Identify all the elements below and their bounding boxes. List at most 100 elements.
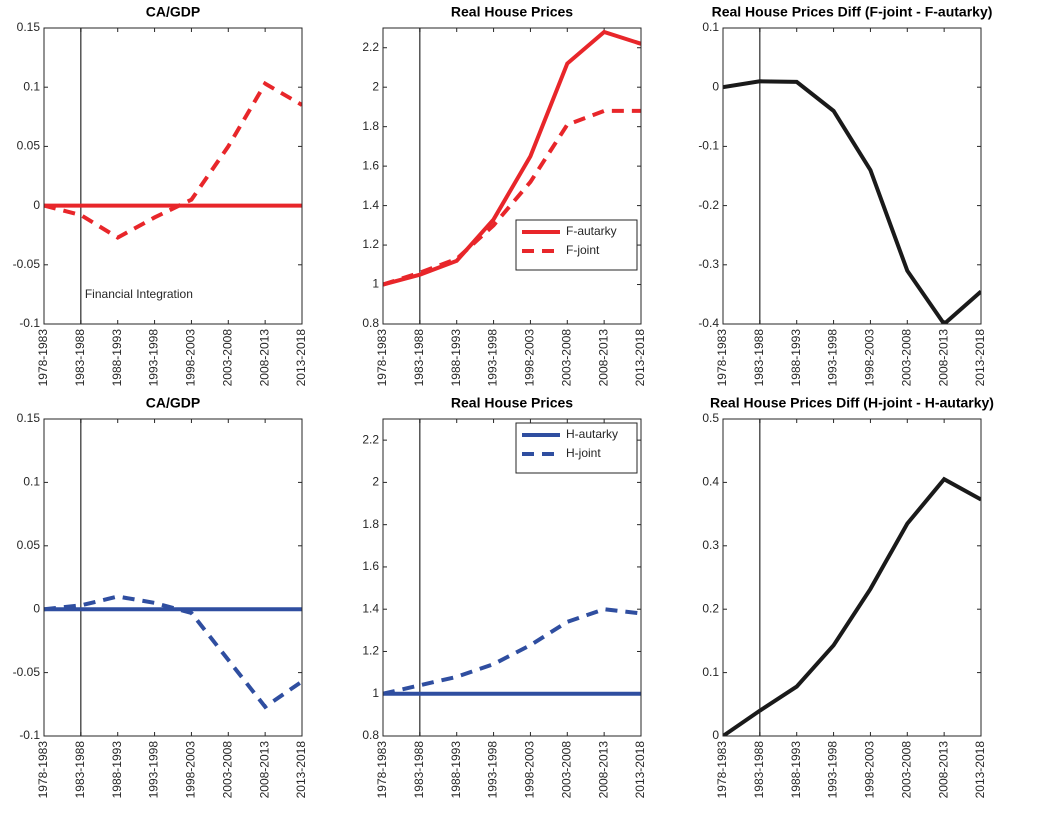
- x-tick-label: 1988-1993: [449, 741, 463, 799]
- panel-title: Real House Prices: [451, 4, 573, 20]
- legend-box: [515, 219, 638, 271]
- y-tick-label: 0.8: [362, 316, 379, 330]
- x-tick-label: 2013-2018: [973, 741, 987, 799]
- x-tick-label: 1978-1983: [375, 329, 389, 387]
- data-line: [383, 108, 641, 287]
- y-tick-label: -0.05: [13, 665, 41, 679]
- y-tick-label: -0.1: [19, 728, 40, 742]
- x-tick-label: 2003-2008: [899, 741, 913, 799]
- x-tick-label: 1978-1983: [36, 741, 50, 799]
- y-tick-label: 1.8: [362, 517, 379, 531]
- y-tick-label: 0.4: [702, 475, 719, 489]
- x-tick-label: 2008-2013: [936, 329, 950, 387]
- y-tick-label: 0.05: [17, 538, 41, 552]
- legend-label: F-autarky: [566, 224, 617, 238]
- x-tick-label: 1983-1988: [752, 741, 766, 799]
- panel-title: CA/GDP: [146, 4, 200, 20]
- x-tick-label: 2003-2008: [559, 329, 573, 387]
- y-tick-label: 1.4: [362, 198, 379, 212]
- y-tick-label: 0: [33, 601, 40, 615]
- axes-box: [722, 27, 982, 325]
- x-tick-label: 1998-2003: [184, 329, 198, 387]
- x-tick-label: 2008-2013: [596, 741, 610, 799]
- x-tick-label: 1998-2003: [863, 741, 877, 799]
- y-tick-label: 0.2: [702, 601, 719, 615]
- x-tick-label: 1988-1993: [789, 329, 803, 387]
- x-tick-label: 2008-2013: [257, 329, 271, 387]
- y-tick-label: 1.8: [362, 119, 379, 133]
- x-tick-label: 2008-2013: [936, 741, 950, 799]
- y-tick-label: 1.4: [362, 601, 379, 615]
- annotation: Financial Integration: [85, 287, 193, 301]
- y-tick-label: 2: [372, 475, 379, 489]
- x-tick-label: 2013-2018: [633, 329, 647, 387]
- axes-box: [43, 27, 303, 325]
- legend-box: [515, 422, 638, 474]
- x-tick-label: 2003-2008: [559, 741, 573, 799]
- data-line: [723, 476, 981, 736]
- y-tick-label: 0.1: [23, 79, 40, 93]
- x-tick-label: 1993-1998: [826, 741, 840, 799]
- y-tick-label: 2.2: [362, 40, 379, 54]
- x-tick-label: 1983-1988: [73, 741, 87, 799]
- axes-box: [43, 418, 303, 737]
- x-tick-label: 1988-1993: [110, 741, 124, 799]
- x-tick-label: 1998-2003: [523, 329, 537, 387]
- x-tick-label: 1993-1998: [826, 329, 840, 387]
- data-line: [44, 594, 302, 710]
- x-tick-label: 1998-2003: [184, 741, 198, 799]
- x-tick-label: 2013-2018: [294, 741, 308, 799]
- axes-box: [722, 418, 982, 737]
- x-tick-label: 2003-2008: [220, 741, 234, 799]
- x-tick-label: 1988-1993: [449, 329, 463, 387]
- x-tick-label: 1988-1993: [789, 741, 803, 799]
- y-tick-label: 0.15: [17, 411, 41, 425]
- legend-label: F-joint: [566, 243, 600, 257]
- x-tick-label: 1978-1983: [36, 329, 50, 387]
- y-tick-label: 1.6: [362, 158, 379, 172]
- panel-title: Real House Prices Diff (F-joint - F-auta…: [712, 4, 993, 20]
- y-tick-label: 0.1: [702, 665, 719, 679]
- y-tick-label: 0.5: [702, 411, 719, 425]
- x-tick-label: 2008-2013: [257, 741, 271, 799]
- y-tick-label: 0.1: [702, 20, 719, 34]
- legend-label: H-joint: [566, 446, 601, 460]
- x-tick-label: 1978-1983: [715, 741, 729, 799]
- x-tick-label: 1983-1988: [412, 329, 426, 387]
- y-tick-label: 0.15: [17, 20, 41, 34]
- x-tick-label: 2013-2018: [294, 329, 308, 387]
- x-tick-label: 1998-2003: [863, 329, 877, 387]
- panel-title: Real House Prices: [451, 395, 573, 411]
- x-tick-label: 1988-1993: [110, 329, 124, 387]
- y-tick-label: -0.1: [19, 316, 40, 330]
- data-line: [723, 79, 981, 324]
- panel: CA/GDP -0.1 -0.05 0 0.05 0.1 0.15 1978-1983 1983…: [13, 395, 309, 799]
- panel: Real House Prices Diff (F-joint - F-auta…: [698, 4, 992, 387]
- y-tick-label: -0.4: [698, 316, 719, 330]
- data-line: [44, 80, 302, 240]
- x-tick-label: 1978-1983: [715, 329, 729, 387]
- axes-box: [382, 418, 642, 737]
- x-tick-label: 2013-2018: [973, 329, 987, 387]
- x-tick-label: 2003-2008: [899, 329, 913, 387]
- y-tick-label: 0.3: [702, 538, 719, 552]
- x-tick-label: 2008-2013: [596, 329, 610, 387]
- y-tick-label: -0.3: [698, 257, 719, 271]
- panel: Real House Prices 0.8 1 1.2 1.4 1.6 1.8 2 2.2 197…: [362, 4, 647, 387]
- y-tick-label: 0.8: [362, 728, 379, 742]
- x-tick-label: 1993-1998: [147, 741, 161, 799]
- y-tick-label: -0.1: [698, 139, 719, 153]
- y-tick-label: 0: [33, 198, 40, 212]
- x-tick-label: 1993-1998: [486, 741, 500, 799]
- x-tick-label: 1993-1998: [486, 329, 500, 387]
- y-tick-label: 0: [712, 79, 719, 93]
- y-tick-label: -0.05: [13, 257, 41, 271]
- y-tick-label: 0: [712, 728, 719, 742]
- x-tick-label: 1983-1988: [752, 329, 766, 387]
- data-line: [383, 607, 641, 696]
- y-tick-label: 2: [372, 79, 379, 93]
- x-tick-label: 1983-1988: [73, 329, 87, 387]
- y-tick-label: 0.05: [17, 139, 41, 153]
- y-tick-label: 1.6: [362, 559, 379, 573]
- y-tick-label: -0.2: [698, 198, 719, 212]
